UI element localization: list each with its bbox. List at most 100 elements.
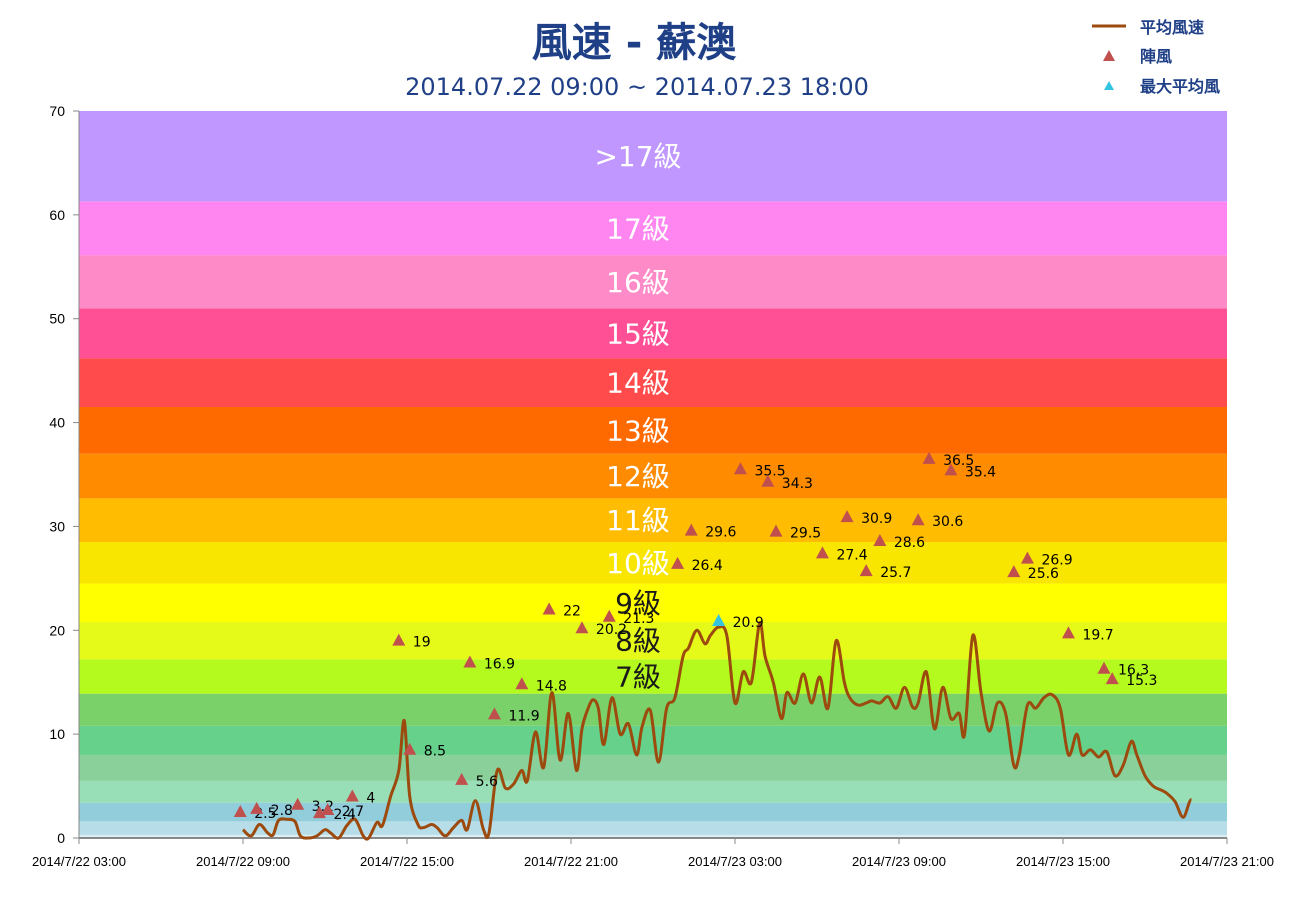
data-label: 19 — [413, 635, 431, 651]
y-tick-label: 0 — [57, 830, 65, 846]
data-label: 11.9 — [508, 708, 539, 724]
y-tick-label: 10 — [49, 726, 65, 742]
average-wind-line — [241, 621, 1193, 841]
chart-subtitle: 2014.07.22 09:00 ~ 2014.07.23 18:00 — [405, 73, 869, 101]
axes: 0 10 20 30 40 50 60 70 2014/7/22 03:00 2014/7/22 … — [32, 103, 1274, 869]
triangle-marker-icon — [291, 797, 305, 810]
triangle-marker-icon — [515, 677, 529, 690]
average-wind-path — [241, 621, 1193, 841]
data-label: 29.5 — [790, 526, 821, 542]
wind-level-bands — [79, 111, 1227, 838]
band — [79, 358, 1227, 407]
legend-item-max-average[interactable]: 最大平均風 — [1104, 77, 1220, 96]
data-label: 25.7 — [880, 565, 911, 581]
data-label: 27.4 — [836, 547, 867, 563]
triangle-marker-icon — [345, 789, 359, 802]
data-label: 22 — [563, 604, 581, 620]
triangle-marker-icon — [873, 533, 887, 546]
band — [79, 111, 1227, 202]
x-tick-label: 2014/7/23 21:00 — [1180, 854, 1274, 869]
triangle-marker-icon — [392, 633, 406, 646]
data-label: 2.4 — [334, 807, 356, 823]
legend-item-average-wind[interactable]: 平均風速 — [1092, 18, 1204, 37]
y-tick-label: 20 — [49, 622, 65, 638]
triangle-marker-icon — [1020, 551, 1034, 564]
triangle-marker-icon — [761, 474, 775, 487]
data-label: 20.9 — [733, 615, 764, 631]
legend-label: 最大平均風 — [1140, 77, 1220, 96]
triangle-marker-icon — [1103, 50, 1115, 61]
triangle-marker-icon — [840, 510, 854, 523]
triangle-marker-icon — [1104, 81, 1114, 90]
triangle-marker-icon — [1007, 565, 1021, 578]
y-tick-label: 50 — [49, 311, 65, 327]
band-label: 15級 — [606, 317, 670, 350]
triangle-marker-icon — [455, 772, 469, 785]
data-label: 14.8 — [536, 678, 567, 694]
triangle-marker-icon — [542, 602, 556, 615]
triangle-marker-icon — [684, 523, 698, 536]
data-label: 35.4 — [965, 464, 996, 480]
band-label: >17級 — [594, 140, 681, 173]
triangle-marker-icon — [575, 621, 589, 634]
triangle-marker-icon — [233, 805, 247, 818]
band — [79, 583, 1227, 622]
triangle-marker-icon — [733, 462, 747, 475]
band — [79, 406, 1227, 454]
data-label: 25.6 — [1028, 566, 1059, 582]
y-tick-label: 70 — [49, 103, 65, 119]
band — [79, 659, 1227, 694]
data-label: 4 — [366, 790, 375, 806]
band-label: 7級 — [615, 661, 661, 694]
triangle-marker-icon — [463, 655, 477, 668]
band-label: 12級 — [606, 460, 670, 493]
band — [79, 201, 1227, 256]
band-label: 9級 — [615, 587, 661, 620]
x-tick-label: 2014/7/22 21:00 — [524, 854, 618, 869]
y-tick-label: 30 — [49, 518, 65, 534]
legend-item-gust[interactable]: 陣風 — [1103, 47, 1172, 66]
band — [79, 780, 1227, 803]
data-label: 34.3 — [782, 476, 813, 492]
band — [79, 621, 1227, 660]
x-tick-label: 2014/7/22 03:00 — [32, 854, 126, 869]
band — [79, 754, 1227, 781]
triangle-marker-icon — [859, 564, 873, 577]
triangle-marker-icon — [944, 463, 958, 476]
triangle-marker-icon — [671, 556, 685, 569]
triangle-marker-icon — [922, 451, 936, 464]
triangle-marker-icon — [321, 802, 335, 815]
triangle-marker-icon — [1097, 661, 1111, 674]
band-label: 13級 — [606, 414, 670, 447]
band — [79, 308, 1227, 359]
triangle-marker-icon — [1105, 672, 1119, 685]
data-label: 2.8 — [271, 803, 293, 819]
data-label: 2.7 — [342, 804, 364, 820]
data-label: 26.9 — [1041, 553, 1072, 569]
band — [79, 802, 1227, 822]
triangle-marker-icon — [1061, 626, 1075, 639]
legend-label: 平均風速 — [1140, 18, 1204, 37]
gust-markers: 2.52.8 3.22.42.74198.55.616.911.914.82220… — [233, 451, 1157, 823]
triangle-marker-icon — [313, 806, 327, 819]
data-label: 8.5 — [424, 744, 446, 760]
band-label: 10級 — [606, 547, 670, 580]
triangle-marker-icon — [602, 609, 616, 622]
data-label: 5.6 — [476, 774, 498, 790]
band-label: 8級 — [615, 625, 661, 658]
data-label: 30.6 — [932, 514, 963, 530]
band — [79, 834, 1227, 838]
triangle-marker-icon — [712, 613, 726, 626]
data-label: 35.5 — [754, 463, 785, 479]
band — [79, 498, 1227, 543]
x-tick-label: 2014/7/22 15:00 — [360, 854, 454, 869]
legend-label: 陣風 — [1140, 47, 1172, 66]
data-label: 30.9 — [861, 511, 892, 527]
triangle-marker-icon — [911, 513, 925, 526]
band-label: 14級 — [606, 367, 670, 400]
data-label: 16.3 — [1118, 663, 1149, 679]
data-label: 29.6 — [705, 525, 736, 541]
legend: 平均風速 陣風 最大平均風 — [1092, 18, 1220, 96]
band — [79, 542, 1227, 584]
